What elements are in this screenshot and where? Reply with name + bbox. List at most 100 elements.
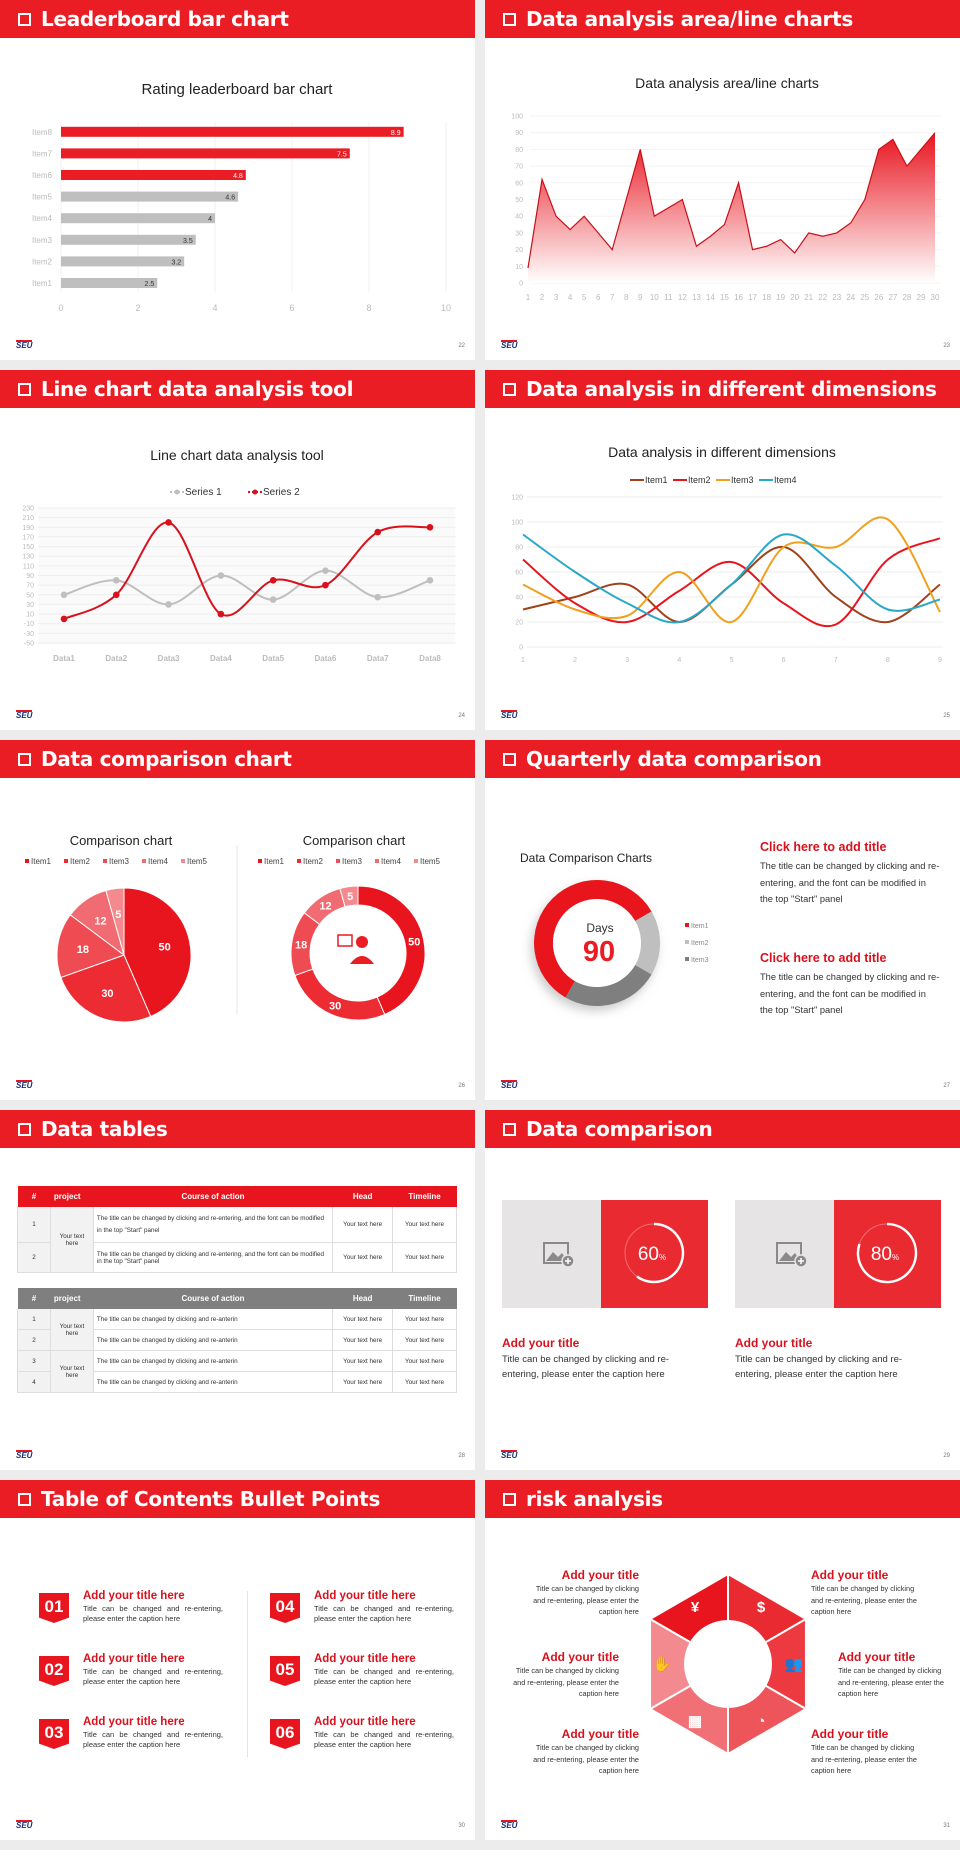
toc-item-title[interactable]: Add your title here [83, 1716, 185, 1728]
comparison-text-2: Add your title Title can be changed by c… [735, 1336, 935, 1382]
legend-swatch [142, 859, 146, 863]
bar [61, 234, 196, 245]
data-label: 2.5 [145, 281, 155, 288]
legend-label: Item4 [774, 475, 797, 485]
progress-arc [636, 1222, 685, 1284]
column-header: # [31, 1293, 37, 1303]
data-point [322, 567, 329, 574]
risk-wheel: ¥ $ 👥 ◔ ▦ ✋ [649, 1573, 807, 1755]
pie-slice [123, 887, 192, 1018]
y-tick-label: 50 [26, 592, 34, 599]
toc-item-title[interactable]: Add your title here [314, 1716, 416, 1728]
cell-head: Your text here [332, 1242, 394, 1273]
x-tick-label: 1 [521, 657, 525, 664]
add-image-icon[interactable] [543, 1242, 575, 1268]
area-chart: Data analysis area/line charts 0 10 20 30 40 5… [511, 75, 941, 302]
y-tick-label: 0 [519, 281, 523, 288]
x-tick-label: 20 [790, 293, 799, 302]
x-tick-label: 5 [582, 293, 587, 302]
coins-dollar-icon: $ [757, 1599, 766, 1616]
x-tick-label: 3 [625, 657, 629, 664]
slide-header: Leaderboard bar chart [0, 0, 475, 38]
column-header: Timeline [408, 1191, 441, 1201]
people-icon: 👥 [785, 1656, 804, 1673]
x-tick-label: Data1 [53, 654, 75, 663]
block-title[interactable]: Click here to add title [760, 951, 887, 965]
checkbox-square-icon [503, 752, 516, 766]
y-tick-label: 20 [515, 247, 523, 254]
legend-entry: Item4 [759, 475, 797, 485]
chart-title: Comparison chart [70, 833, 173, 848]
toc-item-title[interactable]: Add your title here [83, 1590, 185, 1602]
y-tick-label: Item1 [32, 279, 53, 288]
risk-item-text: Title can be changed by clicking and re-… [513, 1666, 619, 1698]
hand-yen-icon: ✋ [653, 1655, 672, 1673]
pie-slice [357, 885, 426, 1016]
cell-head: Your text here [332, 1350, 394, 1372]
money-bag-yen-icon: ¥ [691, 1599, 700, 1616]
risk-item-text: Title can be changed by clicking and re-… [811, 1743, 917, 1775]
multi-line-chart: Data analysis in different dimensions 0 20… [511, 444, 943, 664]
table-header-row: # project Course of action Head Timeline [17, 1185, 457, 1207]
checkbox-square-icon [18, 752, 31, 766]
data-point [217, 572, 225, 579]
toc-item: Add your title here Title can be changed … [314, 1590, 454, 1624]
data-label: 4.6 [225, 195, 235, 202]
chart-title: Data Comparison Charts [520, 851, 652, 865]
y-tick-label: 80 [515, 545, 523, 552]
toc-item: Add your title here Title can be changed … [83, 1653, 223, 1687]
toc-item-title[interactable]: Add your title here [314, 1590, 416, 1602]
cell-head: Your text here [332, 1308, 394, 1330]
area-fill [528, 132, 935, 283]
y-tick-label: 0 [519, 645, 523, 652]
logo: SEU [501, 1080, 518, 1090]
x-tick-label: 5 [730, 657, 734, 664]
x-tick-label: 8 [886, 657, 890, 664]
item-title[interactable]: Add your title [735, 1336, 813, 1350]
toc-item-title[interactable]: Add your title here [314, 1653, 416, 1665]
toc-item-title[interactable]: Add your title here [83, 1653, 185, 1665]
toc-item-text: Title can be changed and re-entering, pl… [314, 1667, 454, 1686]
risk-item-title[interactable]: Add your title [811, 1727, 889, 1741]
y-tick-label: 60 [515, 570, 523, 577]
cell-timeline: Your text here [392, 1371, 457, 1393]
legend-swatch [64, 859, 68, 863]
x-tick-label: 10 [650, 293, 659, 302]
risk-item-title[interactable]: Add your title [541, 1650, 619, 1664]
pie-slice [105, 887, 125, 956]
donut-slice [565, 965, 652, 1006]
y-tick-label: Item7 [32, 149, 53, 158]
x-tick-label: 10 [441, 303, 451, 313]
page-number: 29 [943, 1453, 950, 1459]
y-tick-label: 60 [515, 180, 523, 187]
cell-project: Your text here [49, 1308, 94, 1351]
slide-header: Data analysis in different dimensions [485, 370, 960, 408]
area-line [527, 132, 936, 269]
risk-item-title[interactable]: Add your title [811, 1568, 889, 1582]
block-title[interactable]: Click here to add title [760, 840, 887, 854]
risk-item-title[interactable]: Add your title [561, 1727, 639, 1741]
add-image-icon[interactable] [776, 1242, 808, 1268]
center-label: Days [586, 921, 613, 935]
risk-item-text: Title can be changed by clicking and re-… [838, 1666, 944, 1698]
cell-head: Your text here [332, 1206, 394, 1243]
risk-item-title[interactable]: Add your title [838, 1650, 916, 1664]
item-title[interactable]: Add your title [502, 1336, 580, 1350]
x-tick-label: 29 [917, 293, 926, 302]
bar-chart: Rating leaderboard bar chart 0 2 4 6 8 10 2.5 It… [32, 81, 451, 313]
risk-item-title[interactable]: Add your title [561, 1568, 639, 1582]
cell-course: The title can be changed by clicking and… [92, 1242, 334, 1273]
x-tick-label: Data2 [105, 654, 127, 663]
slide-title: Line chart data analysis tool [41, 377, 354, 401]
data-point [217, 610, 225, 618]
donut-slice [534, 880, 652, 998]
logo: SEU [16, 1820, 33, 1830]
column-header: project [53, 1293, 81, 1303]
cell-timeline: Your text here [392, 1329, 457, 1351]
comparison-text-1: Add your title Title can be changed by c… [502, 1336, 702, 1382]
slide-header: risk analysis [485, 1480, 960, 1518]
data-point [60, 615, 68, 623]
legend-swatch [25, 859, 29, 863]
number-badge: 01 [39, 1593, 69, 1623]
column-header: # [31, 1191, 37, 1201]
